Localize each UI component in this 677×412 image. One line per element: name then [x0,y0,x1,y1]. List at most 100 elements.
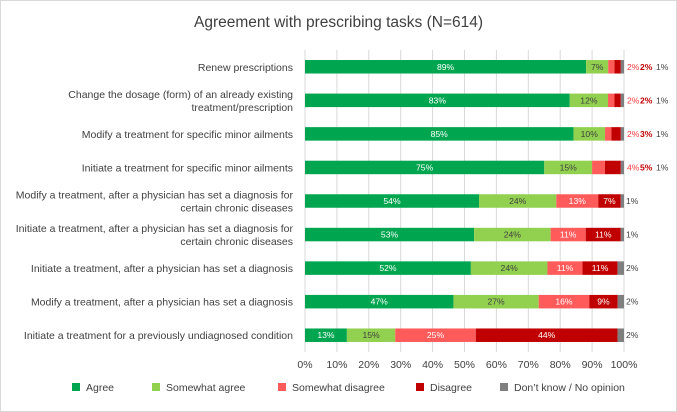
data-label: 85% [431,129,449,139]
data-label: 47% [371,297,389,307]
data-label: 15% [560,162,578,172]
bar-segment [620,60,624,74]
category-label: certain chronic diseases [180,203,293,215]
x-tick-label: 90% [582,359,603,371]
x-tick-label: 50% [454,359,475,371]
data-label: 9% [597,297,610,307]
data-label: 13% [569,196,587,206]
bar-segment [582,261,618,275]
legend-swatch [278,383,286,391]
data-label: 24% [501,263,519,273]
data-label: 2% [627,129,640,139]
category-label: Initiate a treatment, after a physician … [31,263,293,275]
bar-segment [550,227,586,242]
data-label: 24% [504,230,522,240]
bar-segment [395,328,476,342]
category-label: Change the dosage (form) of an already e… [68,89,293,101]
data-label: 13% [317,330,335,340]
bar-segment [544,160,593,175]
legend-swatch [416,383,424,391]
bar-segment [479,194,557,208]
legend-label: Somewhat agree [166,382,246,394]
bar-segment [305,160,545,175]
x-tick-label: 20% [358,359,379,371]
category-label: Modify a treatment, after a physician ha… [16,190,294,202]
x-tick-label: 60% [486,359,507,371]
data-label: 25% [427,330,445,340]
bar-segment [620,93,624,108]
bar-segment [346,328,396,342]
data-label: 11% [560,230,577,240]
data-label: 1% [656,162,669,172]
bar-segment [474,227,551,242]
data-label: 53% [381,230,399,240]
legend-swatch [152,383,160,391]
category-label: treatment/prescription [191,102,293,114]
category-label: Initiate a treatment for specific minor … [82,162,293,174]
bar-segment [589,294,618,309]
x-tick-label: 0% [297,359,312,371]
x-tick-label: 10% [326,359,347,371]
bar-segment [608,93,615,108]
data-label: 11% [595,230,612,240]
data-label: 2% [627,95,640,105]
x-tick-label: 100% [611,359,638,371]
data-label: 11% [557,263,574,273]
data-label: 2% [627,62,640,72]
data-label: 16% [555,297,573,307]
bar-segment [614,93,621,108]
data-label: 27% [487,297,505,307]
x-tick-label: 40% [422,359,443,371]
bar-segment [605,127,612,141]
data-label: 1% [656,62,669,72]
data-label: 2% [626,330,639,340]
bar-segment [620,160,624,175]
data-label: 12% [580,95,598,105]
bar-segment [538,294,590,309]
bar-segment [556,194,599,208]
category-label: certain chronic diseases [180,236,293,248]
data-label: 11% [592,263,609,273]
x-tick-label: 30% [390,359,411,371]
bar-segment [470,261,548,275]
data-label: 10% [581,129,599,139]
bar-segment [475,328,618,342]
bar-segment [305,261,471,275]
data-label: 5% [640,162,653,172]
data-label: 2% [640,62,653,72]
category-label: Renew prescriptions [198,62,293,74]
bar-segment [608,60,615,74]
bar-segment [305,194,479,208]
x-tick-label: 80% [550,359,571,371]
legend-label: Disagree [430,382,472,394]
data-label: 44% [538,330,556,340]
legend-label: Agree [86,382,114,394]
bar-segment [453,294,539,309]
data-label: 7% [603,196,616,206]
bar-segment [604,160,621,175]
bar-segment [305,60,587,74]
bar-segment [611,127,621,141]
bar-segment [305,294,454,309]
data-label: 89% [437,62,455,72]
legend-label: Somewhat disagree [292,382,385,394]
bar-segment [620,194,624,208]
category-label: Modify a treatment, after a physician ha… [31,297,293,309]
data-label: 3% [640,129,653,139]
bar-segment [573,127,606,141]
bar-segment [305,127,574,141]
bar-segment [620,127,624,141]
data-label: 7% [591,62,604,72]
data-label: 1% [656,95,669,105]
legend-swatch [500,383,508,391]
data-label: 1% [656,129,669,139]
bar-segment [592,160,605,175]
bar-segment [569,93,609,108]
data-label: 2% [626,297,639,307]
category-label: Initiate a treatment, after a physician … [16,223,294,235]
chart-title: Agreement with prescribing tasks (N=614) [193,14,484,31]
data-label: 2% [640,95,653,105]
data-label: 2% [626,263,639,273]
bar-segment [617,328,624,342]
